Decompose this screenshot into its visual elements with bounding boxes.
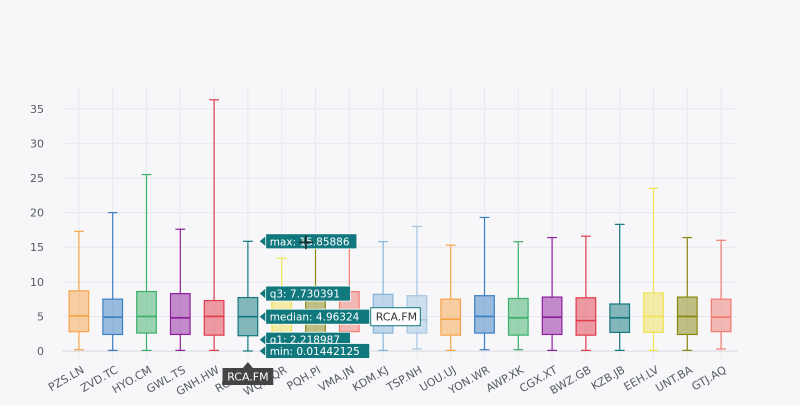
hover-label-text: min: 0.01442125	[270, 346, 360, 358]
iqr-box[interactable]	[136, 290, 157, 334]
box-series-rca-fm[interactable]	[237, 240, 259, 352]
hover-axis-text: RCA.FM	[227, 371, 268, 384]
iqr-box[interactable]	[575, 297, 597, 336]
y-tick-label: 20	[30, 207, 44, 220]
hover-label-box	[265, 285, 351, 302]
hover-axis-box	[222, 368, 274, 385]
hover-label-box	[265, 343, 371, 359]
hover-pointer	[259, 345, 266, 356]
iqr-box[interactable]	[710, 298, 732, 333]
iqr-box[interactable]	[474, 295, 495, 334]
y-tick-labels: 0 5 10 15 20 25 30 35	[30, 103, 44, 358]
box-series-kzb-jb[interactable]	[609, 223, 631, 351]
box-series-layer	[68, 99, 732, 352]
iqr-box[interactable]	[541, 296, 563, 336]
box-series-unt-ba[interactable]	[676, 236, 698, 351]
hover-pointer	[259, 236, 266, 247]
box-series-gnh-hw[interactable]	[203, 99, 225, 351]
y-tick-label: 15	[30, 241, 44, 254]
hover-series-name: RCA.FM	[370, 307, 421, 327]
hover-series-name-box	[370, 307, 421, 327]
y-tick-label: 0	[37, 345, 44, 358]
hover-axis-pointer	[242, 362, 253, 368]
box-series-yon-wr[interactable]	[474, 216, 495, 351]
y-tick-label: 30	[30, 137, 44, 150]
y-tick-label: 10	[30, 276, 44, 289]
hover-layer: max: 15.85886 q3: 7.730391 median: 4.96324…	[222, 233, 421, 385]
iqr-box[interactable]	[643, 292, 664, 333]
box-series-bwz-gb[interactable]	[575, 235, 597, 351]
hover-label-box	[265, 308, 371, 325]
box-series-zvd-tc[interactable]	[102, 212, 124, 351]
hover-axis-label: RCA.FM	[222, 362, 274, 385]
iqr-box[interactable]	[68, 290, 90, 333]
hover-label-min: min: 0.01442125	[259, 343, 371, 359]
y-tick-label: 25	[30, 172, 44, 185]
box-series-hyo-cm[interactable]	[136, 173, 157, 351]
iqr-box[interactable]	[203, 299, 225, 336]
hover-pointer	[259, 334, 266, 345]
hover-series-name-text: RCA.FM	[376, 311, 417, 324]
y-tick-label: 35	[30, 103, 44, 116]
box-series-gtj-aq[interactable]	[710, 239, 732, 350]
crosshair-cursor-icon	[298, 235, 313, 250]
box-series-eeh-lv[interactable]	[643, 187, 664, 351]
box-series-uou-uj[interactable]	[440, 244, 462, 351]
box-series-cgx-xt[interactable]	[541, 236, 563, 351]
y-tick-label: 5	[37, 310, 44, 323]
box-series-gwl-ts[interactable]	[169, 228, 191, 351]
box-series-awp-xk[interactable]	[507, 241, 529, 351]
hover-label-text: q3: 7.730391	[270, 289, 340, 301]
box-series-pzs-ln[interactable]	[68, 230, 90, 351]
iqr-box[interactable]	[169, 293, 191, 336]
hover-pointer	[259, 311, 266, 322]
hover-label-max: max: 15.85886	[259, 233, 358, 250]
hover-label-box	[265, 233, 358, 250]
hover-label-text: median: 4.96324	[270, 312, 360, 324]
hover-label-q3: q3: 7.730391	[259, 285, 351, 302]
hover-pointer	[259, 288, 266, 299]
iqr-box[interactable]	[440, 298, 462, 336]
iqr-box[interactable]	[507, 297, 529, 336]
hover-label-median: median: 4.96324	[259, 308, 371, 325]
